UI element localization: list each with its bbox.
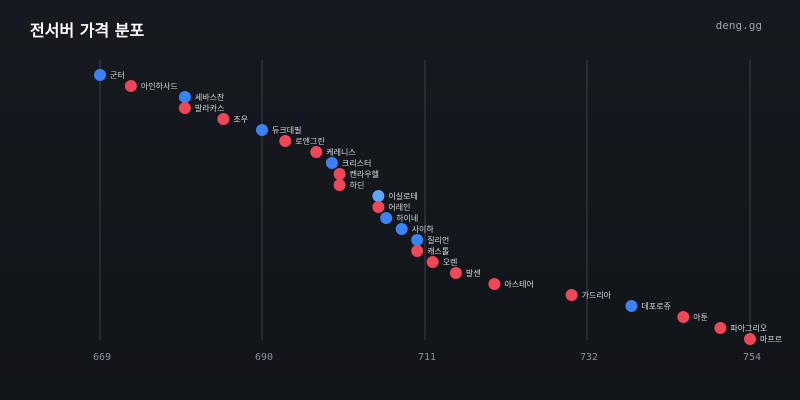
data-point[interactable] xyxy=(124,80,137,92)
x-tick-label: 669 xyxy=(93,352,111,363)
data-point[interactable] xyxy=(625,300,638,312)
point-label: 크리스터 xyxy=(342,159,371,168)
data-point[interactable] xyxy=(372,201,385,213)
point-label: 케레니스 xyxy=(326,147,355,157)
data-point[interactable] xyxy=(279,135,292,147)
point-label: 파아그리오 xyxy=(730,323,767,333)
point-label: 발센 xyxy=(466,268,481,278)
point-label: 하이네 xyxy=(396,213,418,223)
data-point[interactable] xyxy=(565,289,578,301)
point-labels-layer: 군터아인하사드세바스찬발라카스조우듀크데필로엔그린케레니스크리스터켄라우헬하딘이… xyxy=(110,71,782,344)
data-point[interactable] xyxy=(325,157,338,169)
data-point[interactable] xyxy=(310,146,323,158)
point-label: 듀크데필 xyxy=(272,125,301,135)
point-label: 하딘 xyxy=(350,180,365,190)
data-point[interactable] xyxy=(380,212,393,224)
point-label: 가드리아 xyxy=(582,290,612,300)
point-label: 아인하사드 xyxy=(141,81,178,91)
data-point[interactable] xyxy=(395,223,408,235)
data-point[interactable] xyxy=(714,322,727,334)
x-tick-label: 711 xyxy=(418,352,436,363)
point-label: 세바스찬 xyxy=(195,92,225,102)
x-axis-ticks: 669 690 711 732 754 xyxy=(93,352,761,363)
point-label: 이실로테 xyxy=(388,191,417,201)
data-point[interactable] xyxy=(426,256,439,268)
data-point[interactable] xyxy=(333,168,346,180)
data-point[interactable] xyxy=(178,102,191,114)
data-point[interactable] xyxy=(677,311,690,323)
point-label: 오렌 xyxy=(443,257,458,267)
brand-label: deng.gg xyxy=(715,19,762,32)
grid-layer xyxy=(99,60,751,340)
point-label: 마프르 xyxy=(760,335,782,344)
data-point[interactable] xyxy=(94,69,106,81)
data-point[interactable] xyxy=(256,124,268,136)
point-label: 어레인 xyxy=(388,202,410,212)
data-point[interactable] xyxy=(411,234,424,246)
point-label: 켄라우헬 xyxy=(350,169,379,179)
point-label: 데포로쥬 xyxy=(642,302,671,311)
point-label: 아스테어 xyxy=(504,279,533,289)
data-point[interactable] xyxy=(333,179,346,191)
x-tick-label: 754 xyxy=(743,352,761,363)
point-label: 조우 xyxy=(233,115,248,124)
point-label: 캐스톨 xyxy=(427,247,449,256)
x-tick-label: 732 xyxy=(580,352,598,363)
data-point[interactable] xyxy=(488,278,501,290)
points-layer xyxy=(94,69,756,345)
page-title: 전서버 가격 분포 xyxy=(30,21,145,40)
point-label: 군터 xyxy=(110,71,125,80)
data-point[interactable] xyxy=(411,245,424,257)
data-point[interactable] xyxy=(372,190,385,202)
data-point[interactable] xyxy=(217,113,230,125)
point-label: 아툰 xyxy=(693,312,708,322)
point-label: 로엔그린 xyxy=(295,136,324,146)
point-label: 질리언 xyxy=(427,235,449,245)
data-point[interactable] xyxy=(178,91,191,103)
x-tick-label: 690 xyxy=(255,352,273,363)
data-point[interactable] xyxy=(449,267,462,279)
point-label: 발라카스 xyxy=(195,103,224,113)
data-point[interactable] xyxy=(744,333,756,345)
point-label: 사이하 xyxy=(412,224,435,234)
